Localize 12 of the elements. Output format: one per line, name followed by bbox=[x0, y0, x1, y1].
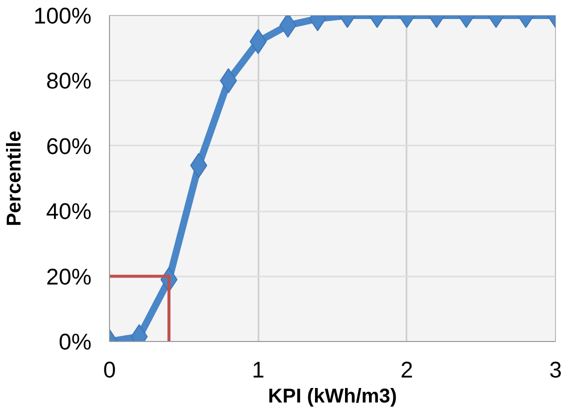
y-tick-label: 80% bbox=[46, 68, 92, 94]
y-axis-title: Percentile bbox=[4, 130, 26, 226]
x-tick-label: 2 bbox=[400, 356, 414, 382]
y-tick-label: 0% bbox=[58, 328, 92, 354]
x-axis-title: KPI (kWh/m3) bbox=[268, 386, 397, 408]
x-tick-label: 0 bbox=[103, 356, 116, 382]
y-tick-label: 40% bbox=[46, 198, 92, 224]
y-tick-label: 60% bbox=[46, 132, 92, 159]
x-tick-label: 1 bbox=[252, 356, 264, 382]
x-tick-label: 3 bbox=[549, 356, 562, 382]
y-tick-label: 100% bbox=[34, 2, 92, 28]
y-tick-label: 20% bbox=[46, 263, 92, 290]
